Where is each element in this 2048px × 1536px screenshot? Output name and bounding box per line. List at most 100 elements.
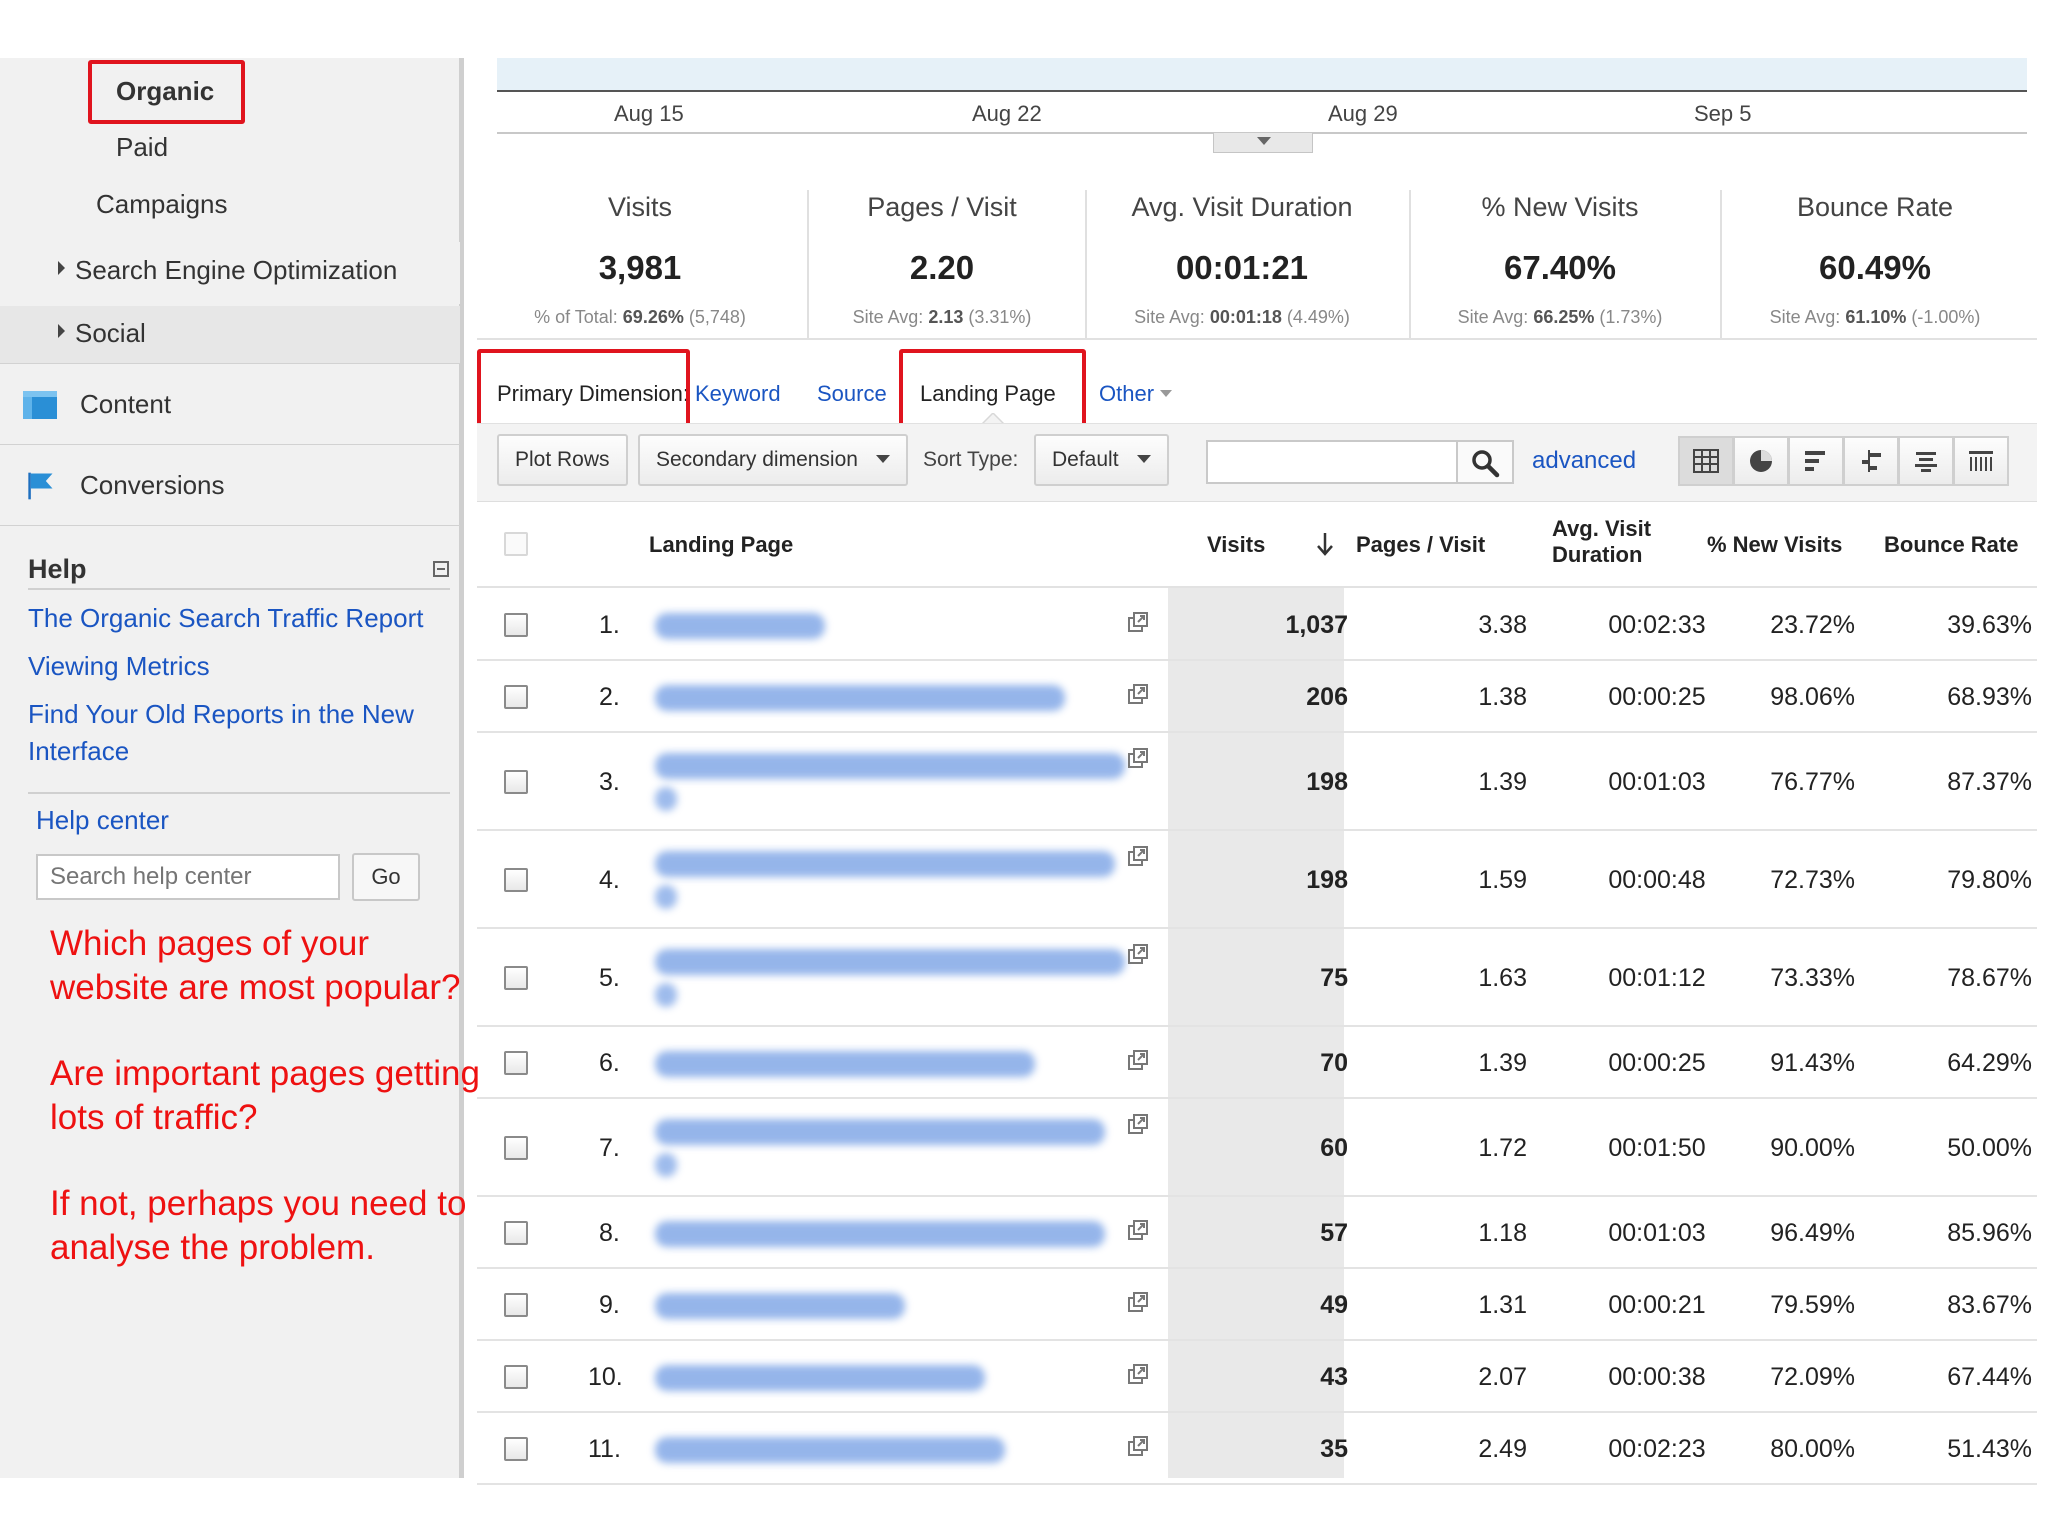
landing-page-url-redacted[interactable] <box>655 1119 1105 1145</box>
metric-pages-visit[interactable]: Pages / Visit 2.20 Site Avg: 2.13 (3.31%… <box>812 180 1072 340</box>
column-header-visits[interactable]: Visits <box>1207 532 1266 557</box>
pie-chart-icon <box>1750 450 1772 472</box>
open-external-link-icon[interactable] <box>1127 1291 1149 1313</box>
nav-seo-row[interactable]: Search Engine Optimization <box>0 242 460 304</box>
secondary-dimension-dropdown[interactable]: Secondary dimension <box>638 434 908 486</box>
timeline-toggle-handle[interactable] <box>1213 133 1313 153</box>
view-table-button[interactable] <box>1678 436 1734 486</box>
column-header-landing-page[interactable]: Landing Page <box>649 532 794 557</box>
open-external-link-icon[interactable] <box>1127 1049 1149 1071</box>
landing-page-url-redacted[interactable] <box>655 1437 1005 1463</box>
metric-new-visits[interactable]: % New Visits 67.40% Site Avg: 66.25% (1.… <box>1420 180 1700 340</box>
landing-page-url-redacted[interactable] <box>655 685 1065 711</box>
help-go-button[interactable]: Go <box>352 853 420 901</box>
column-header-avg-duration[interactable]: Avg. Visit Duration <box>1552 516 1652 567</box>
table-row[interactable]: 4. 198 1.59 00:00:48 72.73% 79.80% <box>477 831 2037 929</box>
cell-bounce-rate: 50.00% <box>1947 1134 2032 1162</box>
table-row[interactable]: 2. 206 1.38 00:00:25 98.06% 68.93% <box>477 661 2037 733</box>
landing-page-url-redacted[interactable] <box>655 753 1125 779</box>
dimension-other-dropdown[interactable]: Other <box>1099 381 1173 407</box>
row-checkbox[interactable] <box>504 1293 528 1317</box>
collapse-icon[interactable] <box>433 561 449 577</box>
timeline-date: Sep 5 <box>1694 101 1752 126</box>
table-row[interactable]: 7. 60 1.72 00:01:50 90.00% 50.00% <box>477 1099 2037 1197</box>
row-checkbox[interactable] <box>504 685 528 709</box>
open-external-link-icon[interactable] <box>1127 1363 1149 1385</box>
cell-avg-duration: 00:00:25 <box>1608 683 1706 711</box>
open-external-link-icon[interactable] <box>1127 747 1149 769</box>
open-external-link-icon[interactable] <box>1127 611 1149 633</box>
help-link-organic-report[interactable]: The Organic Search Traffic Report <box>28 603 424 633</box>
view-pivot-button[interactable] <box>1953 436 2009 486</box>
table-row[interactable]: 3. 198 1.39 00:01:03 76.77% 87.37% <box>477 733 2037 831</box>
open-external-link-icon[interactable] <box>1127 1219 1149 1241</box>
dimension-keyword-link[interactable]: Keyword <box>695 381 781 406</box>
landing-page-url-redacted[interactable] <box>655 613 825 639</box>
advanced-filter-link[interactable]: advanced <box>1532 447 1637 474</box>
view-term-cloud-button[interactable] <box>1898 436 1954 486</box>
nav-social-row[interactable]: Social <box>0 306 460 364</box>
landing-page-url-redacted[interactable] <box>655 1221 1105 1247</box>
help-link-old-reports[interactable]: Find Your Old Reports in the New Interfa… <box>28 699 414 766</box>
dimension-source-link[interactable]: Source <box>817 381 887 406</box>
landing-page-url-redacted[interactable] <box>655 1293 905 1319</box>
table-row[interactable]: 9. 49 1.31 00:00:21 79.59% 83.67% <box>477 1269 2037 1341</box>
nav-paid[interactable]: Paid <box>116 132 169 162</box>
landing-page-url-redacted[interactable] <box>655 1051 1035 1077</box>
open-external-link-icon[interactable] <box>1127 943 1149 965</box>
select-all-checkbox[interactable] <box>504 532 528 556</box>
view-comparison-button[interactable] <box>1843 436 1899 486</box>
row-checkbox[interactable] <box>504 770 528 794</box>
help-center-link[interactable]: Help center <box>36 805 169 835</box>
nav-campaigns[interactable]: Campaigns <box>96 189 228 219</box>
view-pie-button[interactable] <box>1733 436 1789 486</box>
help-title: Help <box>28 554 87 584</box>
row-checkbox[interactable] <box>504 1221 528 1245</box>
row-checkbox[interactable] <box>504 613 528 637</box>
view-performance-button[interactable] <box>1788 436 1844 486</box>
cell-new-visits: 80.00% <box>1770 1435 1855 1463</box>
table-row[interactable]: 8. 57 1.18 00:01:03 96.49% 85.96% <box>477 1197 2037 1269</box>
row-number: 11. <box>588 1435 621 1463</box>
table-filter-input[interactable] <box>1206 440 1458 484</box>
row-checkbox[interactable] <box>504 1136 528 1160</box>
table-row[interactable]: 5. 75 1.63 00:01:12 73.33% 78.67% <box>477 929 2037 1027</box>
open-external-link-icon[interactable] <box>1127 845 1149 867</box>
row-checkbox[interactable] <box>504 1437 528 1461</box>
column-header-bounce-rate[interactable]: Bounce Rate <box>1884 532 2019 557</box>
cell-visits: 35 <box>1320 1435 1348 1463</box>
metric-visits[interactable]: Visits 3,981 % of Total: 69.26% (5,748) <box>500 180 780 340</box>
metric-value: 00:01:21 <box>1175 249 1309 286</box>
cell-avg-duration: 00:00:21 <box>1608 1291 1706 1319</box>
open-external-link-icon[interactable] <box>1127 1113 1149 1135</box>
sort-type-dropdown[interactable]: Default <box>1034 434 1169 486</box>
chevron-down-icon <box>1136 455 1151 463</box>
table-row[interactable]: 6. 70 1.39 00:00:25 91.43% 64.29% <box>477 1027 2037 1099</box>
nav-content[interactable]: Content <box>0 365 460 445</box>
search-button[interactable] <box>1458 440 1514 484</box>
row-checkbox[interactable] <box>504 868 528 892</box>
table-row[interactable]: 11. 35 2.49 00:02:23 80.00% 51.43% <box>477 1413 2037 1485</box>
metric-bounce-rate[interactable]: Bounce Rate 60.49% Site Avg: 61.10% (-1.… <box>1730 180 2020 340</box>
row-checkbox[interactable] <box>504 1365 528 1389</box>
landing-page-url-redacted[interactable] <box>655 851 1115 877</box>
metric-avg-duration[interactable]: Avg. Visit Duration 00:01:21 Site Avg: 0… <box>1092 180 1392 340</box>
help-search-input[interactable] <box>36 854 340 900</box>
open-external-link-icon[interactable] <box>1127 1435 1149 1457</box>
dimension-landing-page-selected[interactable]: Landing Page <box>920 381 1056 406</box>
nav-conversions[interactable]: Conversions <box>0 446 460 526</box>
table-row[interactable]: 1. 1,037 3.38 00:02:33 23.72% 39.63% <box>477 589 2037 661</box>
row-checkbox[interactable] <box>504 966 528 990</box>
help-link-viewing-metrics[interactable]: Viewing Metrics <box>28 651 210 681</box>
landing-page-url-redacted[interactable] <box>655 949 1125 975</box>
sorted-column-highlight <box>1168 588 1344 1478</box>
nav-organic[interactable]: Organic <box>116 76 215 106</box>
table-row[interactable]: 10. 43 2.07 00:00:38 72.09% 67.44% <box>477 1341 2037 1413</box>
row-checkbox[interactable] <box>504 1051 528 1075</box>
open-external-link-icon[interactable] <box>1127 683 1149 705</box>
landing-page-url-redacted[interactable] <box>655 1365 985 1391</box>
column-header-pages-visit[interactable]: Pages / Visit <box>1356 532 1486 557</box>
annotation-popular-pages: Which pages of your website are most pop… <box>50 924 461 1007</box>
plot-rows-button[interactable]: Plot Rows <box>497 434 628 486</box>
column-header-new-visits[interactable]: % New Visits <box>1707 532 1843 557</box>
